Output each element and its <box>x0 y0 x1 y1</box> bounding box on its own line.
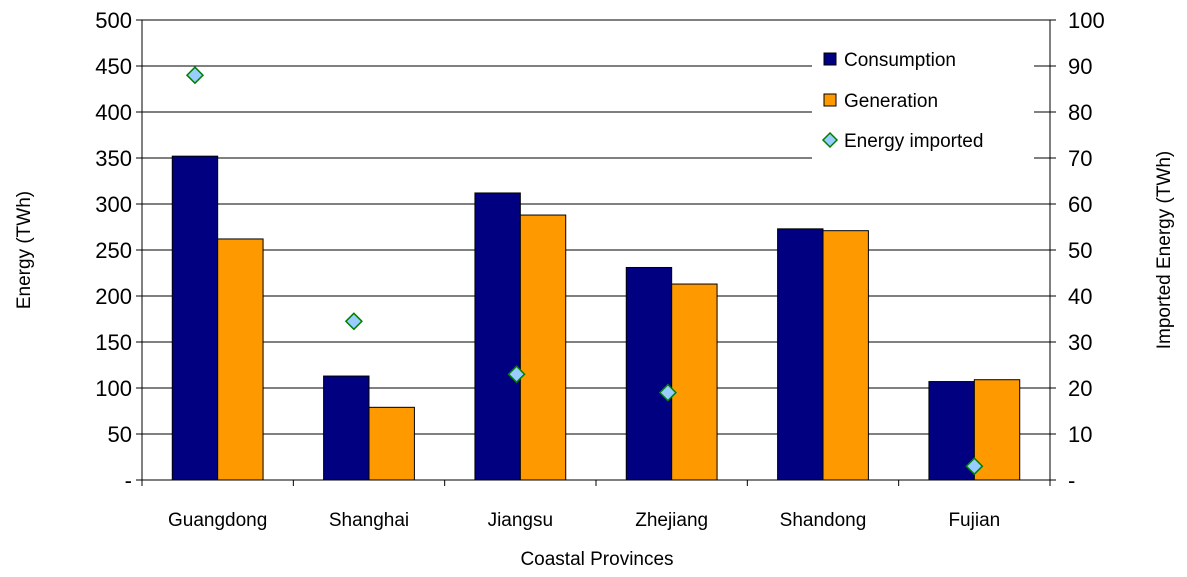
y2-tick-label: 20 <box>1068 376 1092 401</box>
legend-label-consumption: Consumption <box>844 50 956 71</box>
bar-consumption <box>928 381 975 481</box>
bar-generation <box>822 230 869 481</box>
x-axis-title: Coastal Provinces <box>520 549 673 570</box>
y-tick-label: 350 <box>95 146 132 171</box>
y2-tick-label: 10 <box>1068 422 1092 447</box>
legend-label-generation: Generation <box>844 91 938 112</box>
y-tick-label: 400 <box>95 100 132 125</box>
x-tick-label: Zhejiang <box>635 510 708 531</box>
y-tick-label: - <box>125 468 132 493</box>
marker-energy-imported <box>185 66 205 85</box>
bar-generation <box>217 238 264 481</box>
y-tick-label: 150 <box>95 330 132 355</box>
marker-energy-imported <box>507 365 526 384</box>
y2-tick-label: 30 <box>1068 330 1092 355</box>
bar-consumption <box>625 266 673 481</box>
x-tick-label: Guangdong <box>168 510 267 531</box>
marker-energy-imported <box>658 383 677 402</box>
y2-tick-label: 50 <box>1068 238 1092 263</box>
marker-energy-imported <box>344 312 363 331</box>
x-tick-label: Fujian <box>948 510 1000 531</box>
legend-marker-energy-imported <box>821 131 839 149</box>
y2-tick-label: 40 <box>1068 284 1092 309</box>
left-axis: - 50 100 150 200 250 300 350 400 450 500 <box>95 8 142 493</box>
y-axis-title: Energy (TWh) <box>14 191 35 309</box>
x-tick-label: Shanghai <box>329 510 409 531</box>
legend-swatch-generation <box>823 93 837 107</box>
y2-axis-title: Imported Energy (TWh) <box>1154 151 1175 350</box>
energy-imported-markers <box>185 66 984 476</box>
legend: Consumption Generation Energy imported <box>812 38 1034 172</box>
right-axis: - 10 20 30 40 50 60 70 80 90 100 <box>1050 8 1105 493</box>
bar-generation <box>671 283 718 481</box>
y-tick-label: 500 <box>95 8 132 33</box>
category-axis: Guangdong Shanghai Jiangsu Zhejiang Shandong… <box>141 480 1051 531</box>
bar-generation <box>519 214 567 481</box>
x-tick-label: Shandong <box>780 510 867 531</box>
y2-tick-label: 80 <box>1068 100 1092 125</box>
y-tick-label: 100 <box>95 376 132 401</box>
y2-tick-label: - <box>1068 468 1075 493</box>
bars <box>171 155 1021 481</box>
legend-swatch-consumption <box>823 52 837 66</box>
y-tick-label: 200 <box>95 284 132 309</box>
y-tick-label: 50 <box>108 422 132 447</box>
y2-tick-label: 100 <box>1068 8 1105 33</box>
y2-tick-label: 90 <box>1068 54 1092 79</box>
y2-tick-label: 60 <box>1068 192 1092 217</box>
bar-generation <box>368 406 415 481</box>
bar-generation <box>973 379 1021 481</box>
x-tick-label: Jiangsu <box>488 510 554 531</box>
y2-tick-label: 70 <box>1068 146 1092 171</box>
bar-consumption <box>777 228 824 481</box>
y-tick-label: 450 <box>95 54 132 79</box>
y-tick-label: 250 <box>95 238 132 263</box>
bar-consumption <box>323 375 370 481</box>
legend-background <box>812 38 1034 172</box>
marker-energy-imported <box>965 457 984 476</box>
legend-label-energy-imported: Energy imported <box>844 131 983 152</box>
bar-consumption <box>171 155 219 481</box>
y-tick-label: 300 <box>95 192 132 217</box>
bar-consumption <box>474 192 521 481</box>
